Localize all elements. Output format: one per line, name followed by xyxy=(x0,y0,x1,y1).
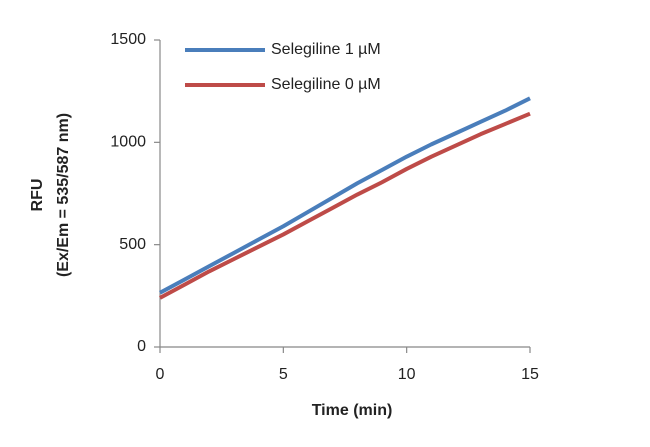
y-tick-label: 500 xyxy=(119,236,146,253)
x-tick-label: 10 xyxy=(398,366,416,383)
x-tick-label: 0 xyxy=(156,366,165,383)
y-tick-label: 1000 xyxy=(110,134,146,151)
y-axis-label: (Ex/Em = 535/587 nm) xyxy=(55,113,72,277)
series-line xyxy=(159,111,531,300)
y-axis-label: RFU xyxy=(29,179,46,212)
y-tick-label: 0 xyxy=(137,338,146,355)
x-tick-label: 5 xyxy=(279,366,288,383)
series-line xyxy=(159,96,531,295)
x-axis-label: Time (min) xyxy=(312,402,393,419)
y-tick-label: 1500 xyxy=(110,31,146,48)
x-tick-label: 15 xyxy=(521,366,539,383)
legend-label: Selegiline 1 µM xyxy=(271,41,381,58)
legend-label: Selegiline 0 µM xyxy=(271,76,381,93)
